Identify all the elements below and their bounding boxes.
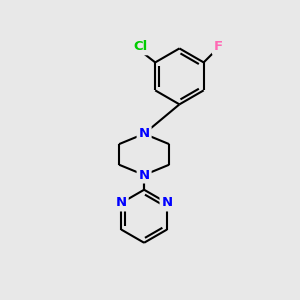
Text: N: N (116, 196, 127, 209)
Text: F: F (214, 40, 223, 53)
Text: N: N (139, 169, 150, 182)
Text: N: N (161, 196, 172, 209)
Text: N: N (139, 127, 150, 140)
Text: Cl: Cl (134, 40, 148, 53)
